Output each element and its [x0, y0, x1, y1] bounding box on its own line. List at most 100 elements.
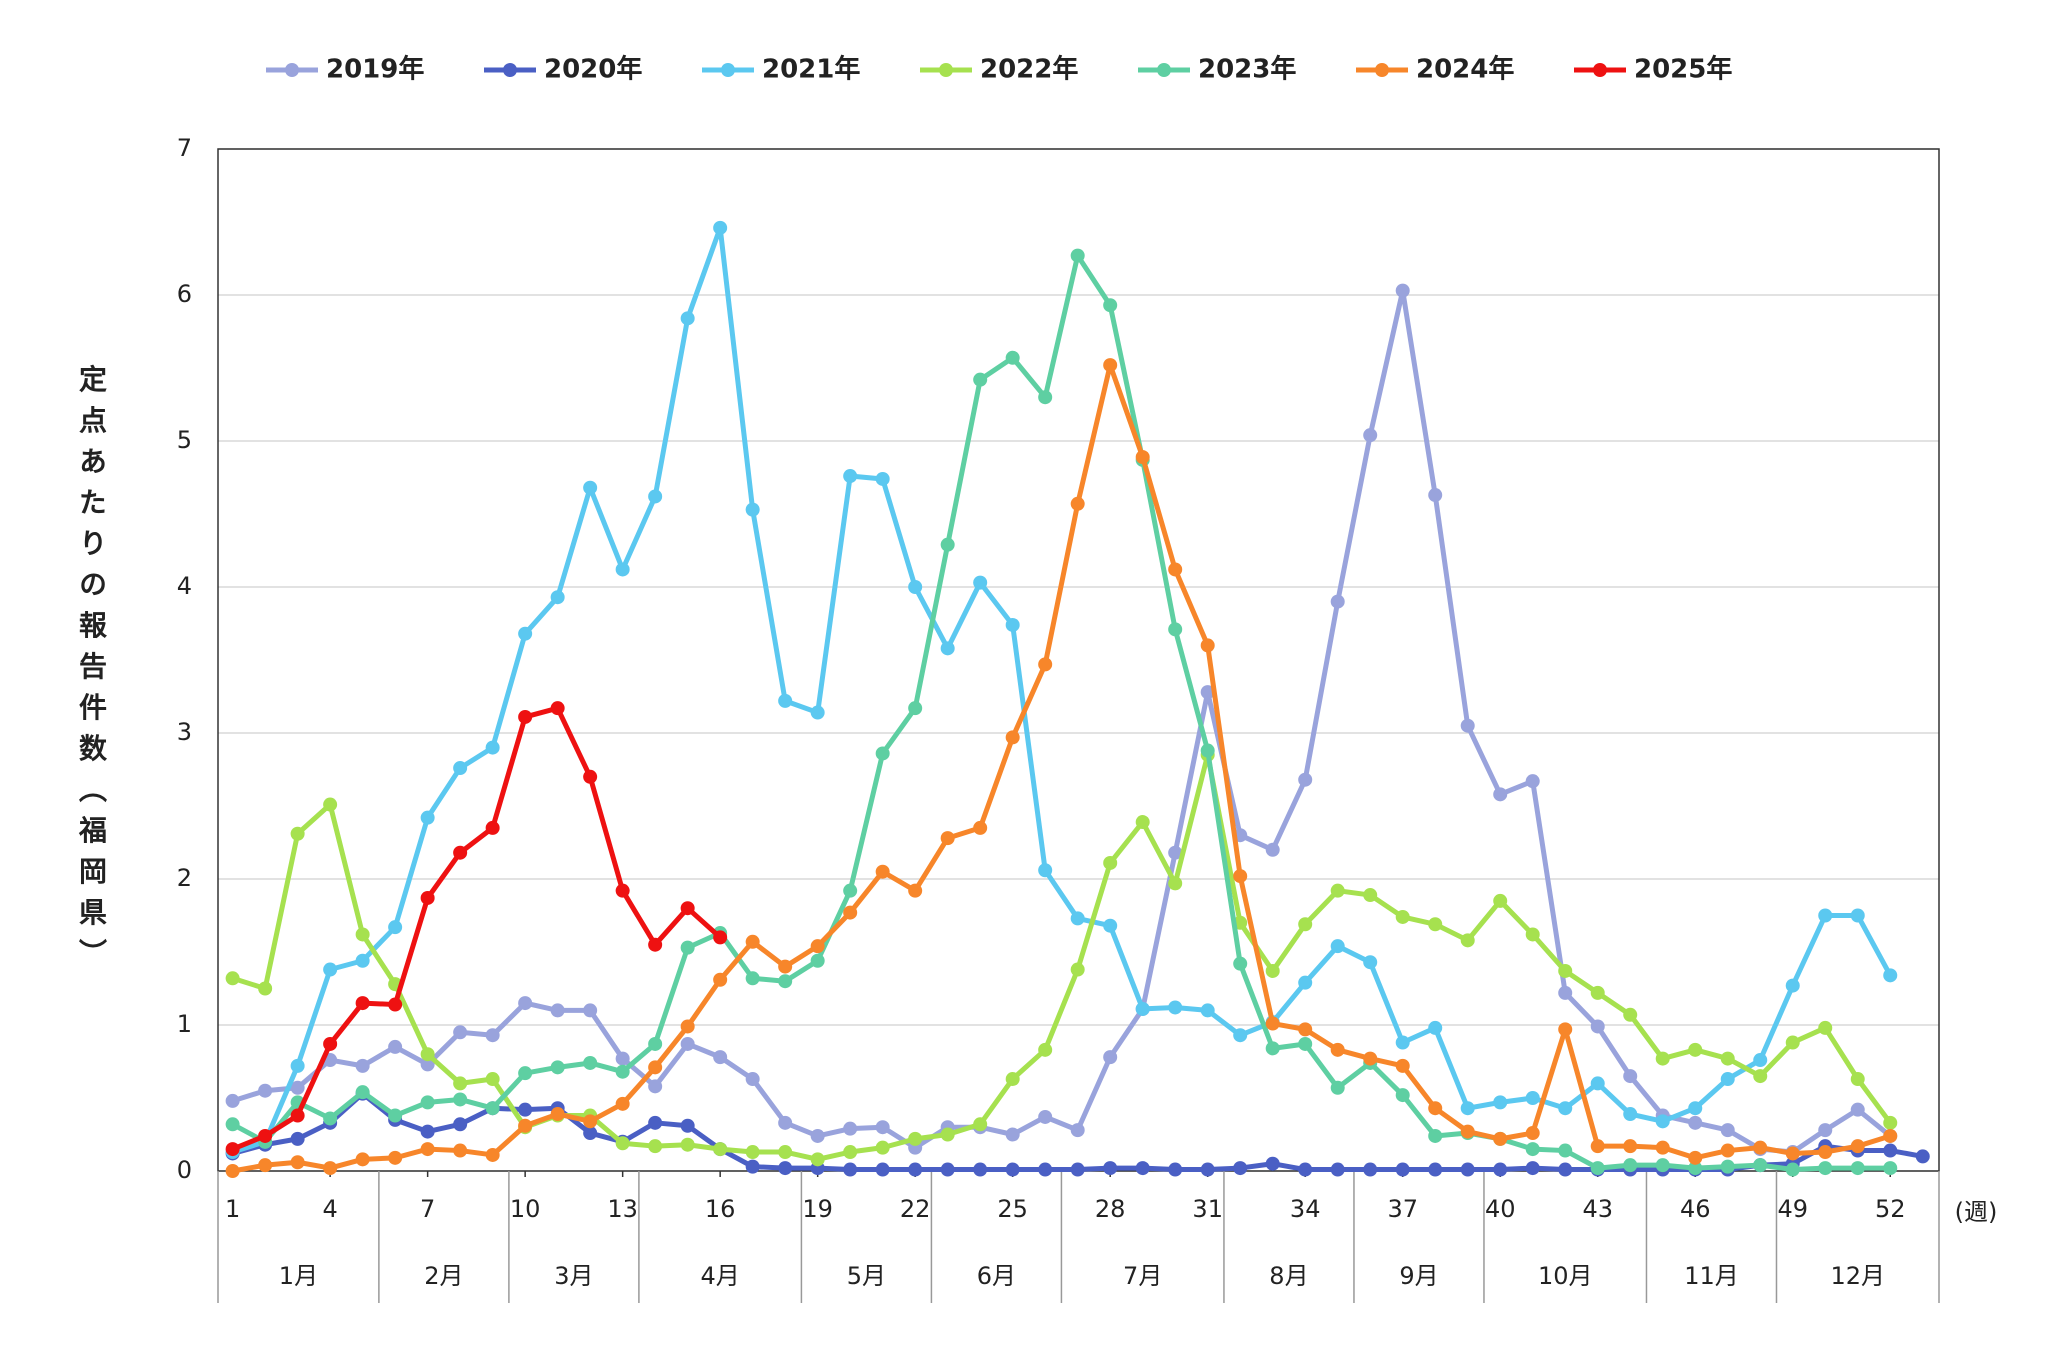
data-point	[1395, 909, 1410, 924]
data-point	[1460, 1101, 1475, 1116]
data-point	[1688, 1161, 1703, 1176]
month-label: 3月	[554, 1262, 593, 1290]
month-label: 5月	[847, 1262, 886, 1290]
y-tick-label: 6	[177, 280, 192, 308]
data-point	[388, 920, 403, 935]
data-point	[1850, 908, 1865, 923]
data-point	[648, 1079, 663, 1094]
series-line	[231, 752, 1893, 1162]
data-point	[518, 709, 533, 724]
data-point	[1785, 1146, 1800, 1161]
data-point	[1005, 1072, 1020, 1087]
data-point	[908, 1162, 923, 1177]
data-point	[1265, 963, 1280, 978]
data-point	[1720, 1051, 1735, 1066]
data-point	[1590, 1139, 1605, 1154]
data-point	[1883, 1143, 1898, 1158]
data-point	[453, 845, 468, 860]
data-point	[778, 974, 793, 989]
data-point	[225, 1093, 240, 1108]
data-point	[1720, 1072, 1735, 1087]
data-point	[1818, 908, 1833, 923]
legend-marker	[1593, 63, 1607, 77]
data-point	[1233, 956, 1248, 971]
legend-marker	[721, 63, 735, 77]
data-point	[485, 740, 500, 755]
data-point	[1850, 1102, 1865, 1117]
y-axis-label: 定点あたりの報告件数（福岡県）	[75, 363, 108, 979]
data-point	[1558, 1143, 1573, 1158]
data-point	[420, 890, 435, 905]
data-point	[323, 1161, 338, 1176]
x-tick-label: 25	[997, 1195, 1028, 1223]
data-point	[1590, 1076, 1605, 1091]
x-tick-label: 37	[1387, 1195, 1418, 1223]
data-point	[1785, 1035, 1800, 1050]
data-point	[1330, 1162, 1345, 1177]
data-point	[388, 997, 403, 1012]
month-label: 7月	[1123, 1262, 1162, 1290]
legend-label: 2024年	[1416, 54, 1514, 85]
data-point	[843, 883, 858, 898]
data-point	[258, 981, 273, 996]
data-point	[388, 1039, 403, 1054]
data-point	[1038, 863, 1053, 878]
data-point	[550, 1003, 565, 1018]
data-point	[225, 971, 240, 986]
y-tick-label: 4	[177, 572, 192, 600]
data-point	[843, 1121, 858, 1136]
data-point	[875, 1140, 890, 1155]
y-tick-label: 1	[177, 1010, 192, 1038]
data-point	[713, 972, 728, 987]
data-point	[1363, 955, 1378, 970]
x-tick-label: 40	[1485, 1195, 1516, 1223]
data-point	[355, 1058, 370, 1073]
data-point	[1233, 1161, 1248, 1176]
data-point	[615, 883, 630, 898]
data-point	[1558, 1101, 1573, 1116]
month-label: 11月	[1684, 1262, 1739, 1290]
data-point	[1753, 1069, 1768, 1084]
data-point	[1298, 975, 1313, 990]
data-point	[1558, 963, 1573, 978]
data-point	[1135, 815, 1150, 830]
data-point	[1590, 1019, 1605, 1034]
data-point	[713, 1142, 728, 1157]
data-point	[1395, 283, 1410, 298]
data-point	[1785, 978, 1800, 993]
legend-marker	[939, 63, 953, 77]
data-point	[778, 1145, 793, 1160]
data-point	[290, 1080, 305, 1095]
legend-marker	[1157, 63, 1171, 77]
data-point	[940, 831, 955, 846]
data-point	[875, 1162, 890, 1177]
data-point	[1395, 1035, 1410, 1050]
series-line	[232, 362, 1891, 1174]
data-point	[940, 1127, 955, 1142]
data-point	[1298, 1036, 1313, 1051]
data-point	[1298, 1162, 1313, 1177]
x-tick-label: 52	[1875, 1195, 1906, 1223]
x-tick-label: 13	[607, 1195, 638, 1223]
data-point	[1590, 985, 1605, 1000]
data-point	[908, 883, 923, 898]
data-point	[615, 1051, 630, 1066]
data-point	[615, 1096, 630, 1111]
x-tick-label: 16	[705, 1195, 736, 1223]
data-point	[1428, 1020, 1443, 1035]
data-point	[745, 1072, 760, 1087]
y-tick-label: 5	[177, 426, 192, 454]
data-point	[583, 1003, 598, 1018]
data-point	[1005, 617, 1020, 632]
data-point	[713, 930, 728, 945]
data-point	[583, 480, 598, 495]
data-point	[225, 1164, 240, 1178]
data-point	[420, 1047, 435, 1062]
data-point	[648, 1060, 663, 1075]
data-point	[1883, 1161, 1898, 1176]
data-point	[290, 1108, 305, 1123]
data-point	[323, 962, 338, 977]
data-point	[1883, 1128, 1898, 1143]
data-point	[1005, 730, 1020, 745]
